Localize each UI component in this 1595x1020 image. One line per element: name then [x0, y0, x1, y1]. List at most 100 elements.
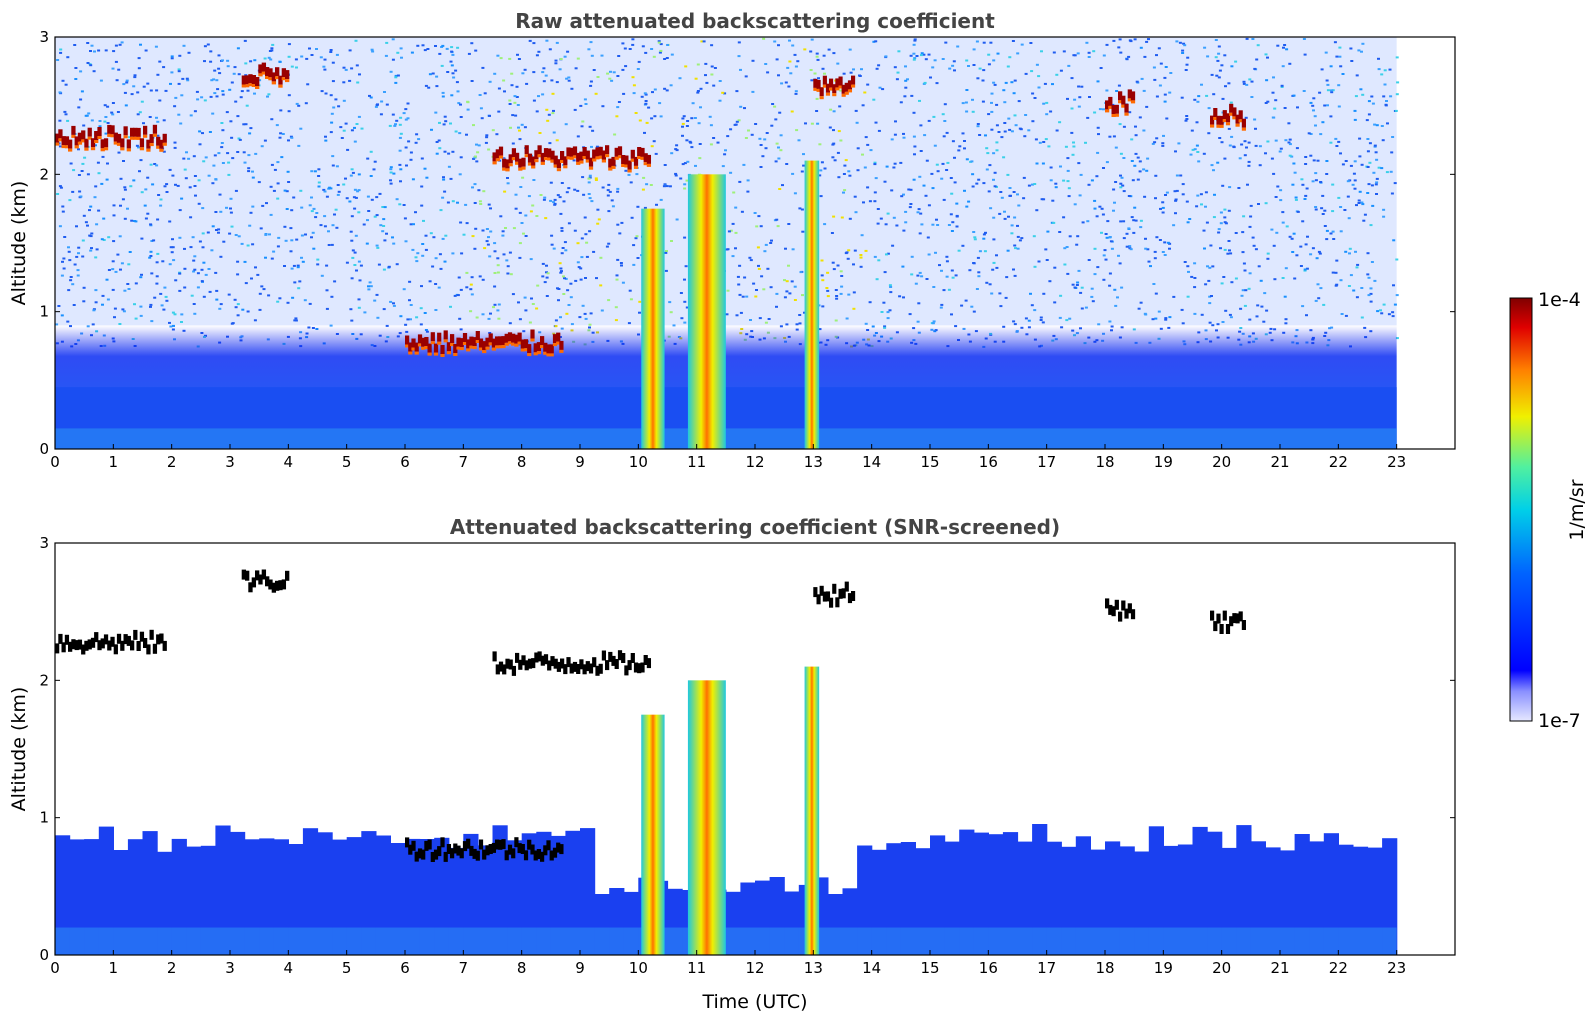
- cloud-layer: [492, 145, 652, 173]
- noise-pixel: [58, 119, 62, 122]
- screened-column: [1046, 841, 1062, 955]
- cloud-edge: [552, 343, 558, 347]
- noise-pixel: [1380, 167, 1384, 170]
- x-tick-label: 5: [342, 453, 352, 471]
- noise-pixel: [193, 312, 197, 315]
- noise-pixel: [473, 202, 477, 204]
- noise-pixel: [663, 87, 667, 90]
- noise-pixel: [1161, 211, 1165, 214]
- noise-pixel: [434, 309, 438, 311]
- noise-pixel: [956, 45, 960, 48]
- noise-pixel: [276, 245, 280, 248]
- noise-pixel: [1168, 91, 1172, 94]
- noise-pixel: [1011, 40, 1015, 42]
- noise-pixel: [409, 223, 413, 226]
- screened-cloud-cell: [261, 569, 267, 580]
- noise-pixel: [248, 132, 252, 135]
- noise-pixel: [738, 264, 742, 267]
- noise-pixel: [253, 319, 257, 322]
- noise-pixel: [982, 69, 986, 72]
- noise-pixel: [621, 281, 625, 284]
- screened-cloud-cell: [1127, 603, 1132, 614]
- noise-pixel: [1067, 187, 1071, 190]
- noise-pixel: [1285, 48, 1289, 51]
- noise-pixel: [551, 112, 555, 115]
- noise-pixel: [139, 43, 142, 46]
- noise-pixel: [791, 172, 795, 175]
- noise-pixel: [133, 220, 136, 222]
- x-tick-label: 16: [979, 453, 998, 471]
- cloud-edge: [488, 342, 493, 346]
- noise-pixel: [432, 236, 436, 239]
- noise-pixel: [217, 152, 221, 155]
- cloud-edge: [143, 134, 148, 138]
- noise-pixel: [1266, 100, 1270, 103]
- noise-pixel: [370, 198, 374, 201]
- noise-pixel: [373, 299, 377, 302]
- noise-pixel: [348, 49, 352, 52]
- noise-pixel: [1334, 284, 1338, 287]
- noise-pixel: [845, 251, 849, 254]
- screened-cloud-cell: [1222, 610, 1227, 621]
- screened-cloud-cell: [566, 657, 571, 668]
- screened-column: [1105, 841, 1121, 955]
- noise-pixel: [897, 50, 901, 53]
- noise-pixel: [389, 168, 393, 171]
- noise-pixel: [713, 67, 717, 69]
- noise-pixel: [447, 165, 451, 168]
- cloud-cell: [1229, 103, 1234, 113]
- noise-pixel: [785, 323, 789, 326]
- noise-pixel: [582, 193, 586, 196]
- noise-pixel: [978, 250, 982, 253]
- noise-pixel: [1108, 272, 1112, 275]
- noise-pixel: [323, 225, 327, 228]
- noise-pixel: [1243, 269, 1247, 272]
- noise-pixel: [115, 79, 119, 82]
- screened-cloud-cell: [816, 594, 821, 605]
- noise-pixel: [912, 52, 916, 55]
- cloud-edge: [524, 154, 529, 158]
- noise-pixel: [303, 299, 307, 302]
- cloud-edge: [835, 87, 840, 91]
- noise-pixel: [286, 170, 290, 173]
- noise-pixel: [116, 253, 120, 256]
- noise-pixel: [704, 62, 708, 65]
- noise-pixel: [654, 152, 658, 155]
- cloud-edge: [646, 163, 652, 167]
- noise-pixel: [1266, 140, 1270, 143]
- noise-pixel: [744, 75, 748, 78]
- cloud-cell: [1213, 108, 1218, 117]
- screened-cloud-cell: [162, 640, 167, 651]
- cloud-cell: [588, 157, 594, 167]
- noise-pixel: [478, 200, 482, 203]
- noise-pixel: [1230, 135, 1234, 138]
- noise-pixel: [709, 124, 713, 127]
- cloud-cell: [437, 332, 442, 342]
- noise-pixel: [290, 239, 294, 242]
- noise-pixel: [638, 119, 642, 122]
- noise-pixel: [1212, 93, 1216, 96]
- noise-pixel: [236, 303, 240, 306]
- noise-pixel: [567, 222, 571, 225]
- screened-column: [1032, 824, 1048, 955]
- noise-pixel: [1197, 95, 1201, 98]
- noise-pixel: [923, 134, 927, 137]
- noise-pixel: [1067, 64, 1071, 67]
- noise-pixel: [638, 300, 642, 303]
- noise-pixel: [458, 132, 462, 135]
- noise-pixel: [1014, 247, 1017, 250]
- noise-pixel: [993, 83, 997, 86]
- noise-pixel: [488, 255, 492, 258]
- noise-pixel: [1088, 96, 1091, 98]
- noise-pixel: [417, 138, 421, 141]
- noise-pixel: [159, 292, 163, 295]
- noise-pixel: [947, 224, 951, 226]
- noise-pixel: [446, 71, 450, 73]
- noise-pixel: [945, 169, 949, 171]
- noise-pixel: [1163, 100, 1167, 103]
- noise-pixel: [1195, 205, 1199, 208]
- noise-pixel: [663, 183, 667, 186]
- noise-pixel: [785, 290, 789, 293]
- noise-pixel: [69, 279, 73, 282]
- noise-pixel: [487, 203, 491, 206]
